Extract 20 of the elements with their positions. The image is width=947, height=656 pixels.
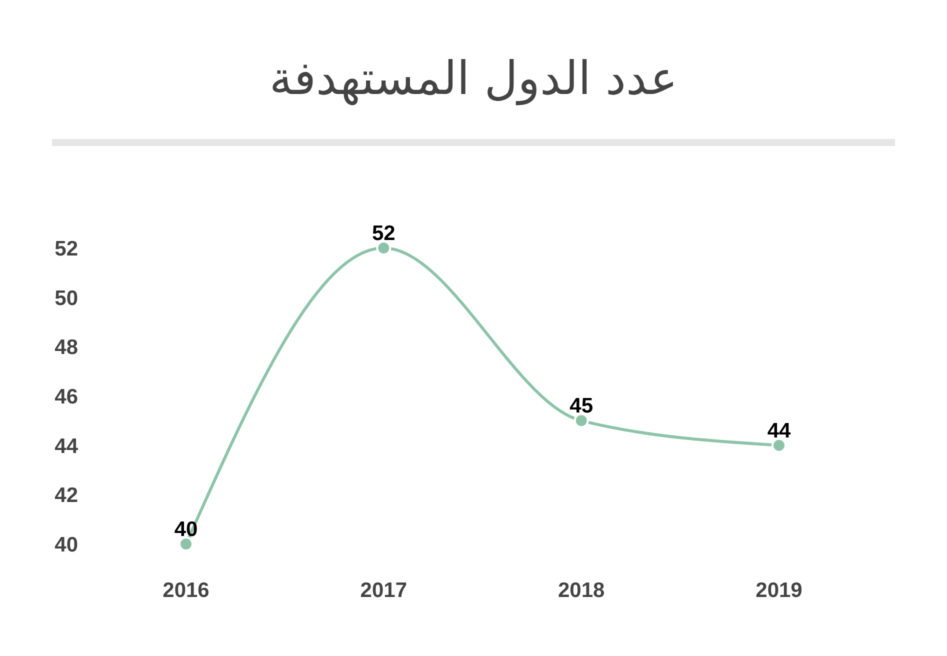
data-label: 40 <box>174 518 198 541</box>
y-tick-label: 42 <box>54 484 78 508</box>
y-tick-label: 52 <box>54 237 78 260</box>
x-tick-label: 2018 <box>558 578 606 602</box>
x-tick-label: 2017 <box>360 578 408 602</box>
point <box>574 413 589 428</box>
data-label: 45 <box>570 394 594 418</box>
data-label: 44 <box>767 419 791 442</box>
x-tick-label: 2019 <box>756 578 802 602</box>
y-tick-label: 48 <box>54 336 78 360</box>
data-label: 52 <box>372 222 396 245</box>
y-tick-label: 44 <box>54 434 78 458</box>
y-tick-label: 50 <box>54 286 78 310</box>
point <box>376 240 392 256</box>
point <box>772 438 786 453</box>
point <box>178 536 194 552</box>
x-tick-label: 2016 <box>162 578 210 602</box>
y-tick-label: 46 <box>54 385 78 408</box>
chart-title: عدد الدول المستهدفة <box>268 50 679 108</box>
y-tick-label: 40 <box>54 533 78 556</box>
